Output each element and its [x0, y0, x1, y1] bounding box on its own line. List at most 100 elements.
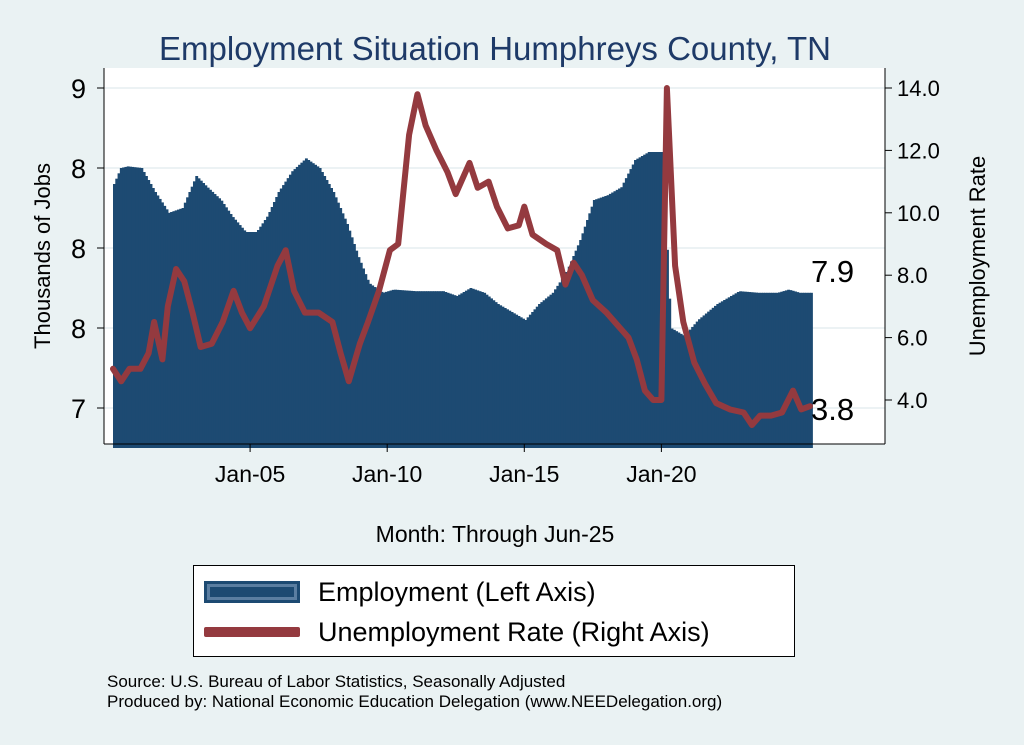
employment-bar — [551, 292, 555, 448]
employment-bar — [490, 298, 493, 448]
right-axis-ticks: 14.0 12.0 10.0 8.0 6.0 4.0 — [885, 76, 940, 413]
employment-bar — [480, 292, 484, 448]
employment-area — [113, 152, 813, 449]
employment-bar — [750, 292, 754, 448]
employment-bar — [371, 285, 375, 448]
employment-bar — [618, 188, 621, 448]
employment-bar — [366, 279, 370, 448]
employment-bar — [231, 217, 235, 448]
employment-bar — [439, 291, 443, 448]
employment-bar — [471, 288, 475, 448]
employment-bar — [138, 167, 142, 449]
employment-bar — [277, 192, 281, 448]
employment-bar — [160, 202, 164, 448]
employment-bar — [531, 312, 535, 448]
employment-bar — [768, 292, 772, 448]
employment-bar — [179, 208, 183, 448]
right-tick-label: 12.0 — [897, 138, 940, 163]
employment-bar — [508, 310, 512, 448]
x-tick-label: Jan-10 — [352, 461, 422, 487]
right-tick-label: 14.0 — [897, 76, 940, 101]
employment-bar — [810, 292, 813, 448]
employment-bar — [302, 160, 306, 448]
employment-bar — [730, 296, 733, 448]
employment-bar — [503, 308, 507, 448]
employment-bar — [156, 195, 160, 448]
employment-bar — [789, 290, 793, 448]
employment-bar — [119, 168, 123, 448]
employment-bar — [451, 294, 455, 448]
employment-bar — [499, 305, 503, 448]
employment-bar — [259, 226, 263, 448]
employment-bar — [595, 199, 599, 448]
employment-bar — [444, 292, 448, 448]
employment-bar — [421, 291, 425, 448]
employment-bar — [327, 184, 331, 448]
employment-bar — [240, 227, 244, 448]
employment-bar — [560, 278, 564, 448]
employment-bar — [270, 207, 274, 448]
employment-bar — [602, 196, 605, 448]
employment-bar — [741, 291, 745, 448]
employment-bar — [784, 290, 788, 448]
employment-bar — [791, 290, 795, 448]
employment-bar — [314, 164, 317, 449]
employment-bar — [558, 282, 562, 448]
employment-bar — [282, 185, 285, 448]
employment-bar — [604, 196, 608, 448]
employment-bar — [554, 289, 557, 448]
employment-bar — [691, 326, 695, 448]
employment-bar — [378, 290, 381, 448]
employment-bar — [654, 152, 658, 448]
employment-bar — [295, 166, 299, 448]
employment-bar — [686, 332, 690, 448]
employment-bar — [709, 309, 713, 448]
employment-bar — [238, 225, 242, 448]
employment-bar — [266, 216, 269, 448]
employment-bar — [684, 334, 688, 448]
employment-bar — [540, 302, 544, 448]
employment-bar — [268, 212, 272, 448]
employment-bar — [254, 232, 258, 448]
employment-bar — [222, 204, 226, 448]
employment-bar — [320, 172, 324, 448]
employment-bar — [403, 290, 407, 448]
employment-bar — [256, 230, 260, 448]
employment-bar — [400, 290, 404, 448]
employment-bar — [419, 291, 423, 448]
employment-bar — [407, 290, 411, 448]
employment-bar — [188, 192, 192, 448]
x-tick-label: Jan-15 — [489, 461, 559, 487]
employment-bar — [478, 291, 482, 448]
employment-bar — [698, 319, 701, 448]
employment-bar — [142, 172, 146, 448]
employment-bar — [131, 166, 135, 448]
employment-bar — [563, 275, 567, 448]
employment-bar — [252, 232, 256, 448]
employment-bar — [126, 166, 130, 448]
employment-bar — [780, 291, 784, 448]
employment-bar — [245, 232, 249, 448]
right-tick-label: 6.0 — [897, 326, 928, 351]
employment-bar — [796, 292, 800, 448]
employment-bar — [208, 189, 212, 448]
employment-bar — [599, 197, 603, 448]
employment-bar — [129, 166, 132, 449]
employment-bar — [782, 291, 786, 448]
employment-bar — [755, 292, 759, 448]
employment-bar — [629, 169, 633, 448]
employment-bar — [544, 298, 548, 448]
source-line: Source: U.S. Bureau of Labor Statistics,… — [107, 672, 566, 691]
legend: Employment (Left Axis) Unemployment Rate… — [193, 565, 795, 657]
employment-bar — [627, 173, 631, 448]
employment-bar — [483, 292, 487, 448]
employment-bar — [590, 206, 594, 448]
employment-bar — [236, 222, 240, 448]
employment-bar — [391, 289, 395, 448]
employment-bar — [805, 292, 809, 448]
employment-bar — [707, 311, 711, 448]
employment-bar — [581, 233, 585, 448]
employment-bar — [517, 316, 521, 448]
employment-bar — [435, 291, 439, 448]
employment-bar — [448, 293, 452, 448]
